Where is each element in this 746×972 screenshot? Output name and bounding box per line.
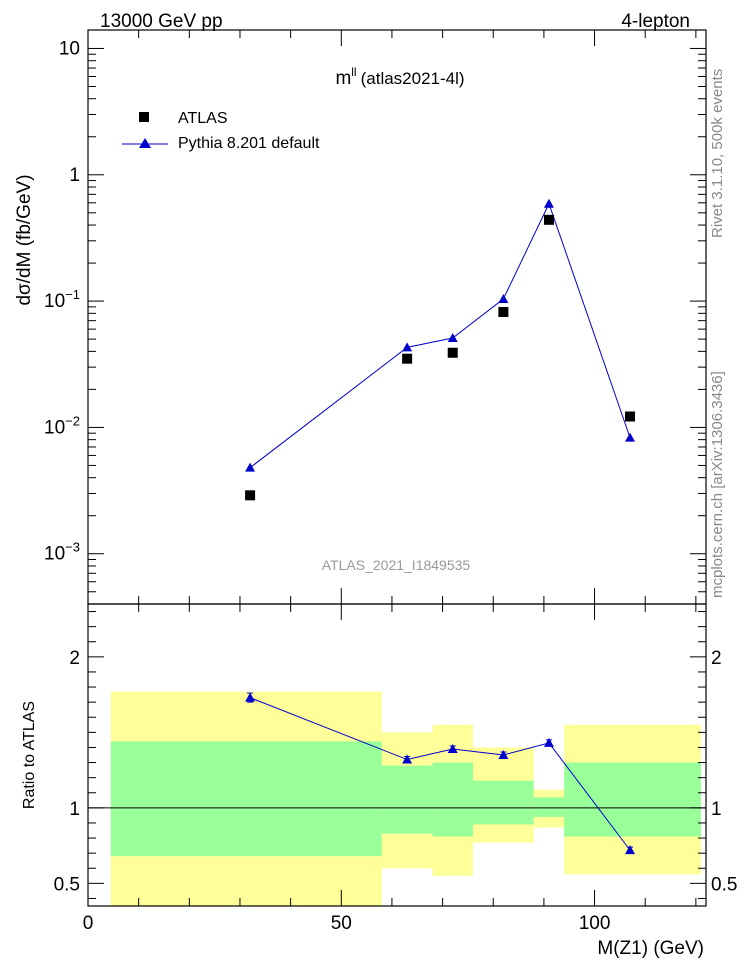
main-title-m: m (335, 68, 351, 89)
ratio-ytick-label-right: 1 (711, 799, 722, 820)
atlas-point (402, 353, 413, 364)
main-axis-ticks (87, 30, 706, 605)
header-left: 13000 GeV pp (100, 11, 223, 32)
ratio-band-inner (110, 741, 382, 857)
ratio-xtick-label: 0 (83, 913, 94, 934)
ratio-band-inner (432, 762, 473, 837)
legend: ATLAS Pythia 8.201 default (122, 110, 320, 152)
ratio-ytick-label: 2 (69, 648, 80, 669)
ratio-ytick-label: 0.5 (54, 874, 80, 895)
ratio-pythia-point (447, 743, 458, 753)
ratio-pythia-point (498, 750, 509, 759)
ratio-xtick-label: 50 (331, 913, 352, 934)
main-ytick-label: 10 (59, 38, 80, 59)
ratio-band-inner (381, 765, 433, 834)
ratio-xaxis-labels: 0 50 100 (83, 913, 611, 934)
ratio-band-inner (472, 780, 534, 825)
ratio-band-inner (533, 797, 565, 817)
atlas-point (447, 347, 458, 358)
main-title-sup: ll (351, 65, 356, 79)
ratio-xtick-label: 100 (579, 913, 611, 934)
ratio-bands (110, 691, 701, 906)
atlas-point (245, 490, 256, 501)
ratio-ytick-label-right: 2 (711, 648, 722, 669)
ratio-pythia-line (249, 697, 631, 851)
ratio-ytick-label: 1 (69, 799, 80, 820)
atlas-point (498, 306, 509, 317)
ratio-ylabel: Ratio to ATLAS (21, 701, 38, 809)
pythia-point (402, 342, 413, 352)
pythia-point (447, 333, 458, 343)
main-title: mll (atlas2021-4l) (335, 65, 464, 89)
main-ytick-label: 10−3 (44, 540, 80, 565)
legend-pythia-marker (139, 138, 151, 148)
pythia-point (625, 432, 636, 442)
main-panel: dσ/dM (fb/GeV) mll (atlas2021-4l) ATLAS_2… (14, 29, 707, 605)
ratio-ytick-label-right: 0.5 (711, 874, 737, 895)
ratio-axis-ticks (87, 604, 706, 906)
main-ytick-label: 10−2 (44, 413, 80, 438)
legend-pythia-label: Pythia 8.201 default (178, 135, 320, 152)
ratio-pythia-point (543, 737, 554, 747)
legend-atlas-marker (139, 112, 149, 122)
ratio-pythia-point (402, 754, 413, 764)
main-ytick-label: 10−1 (44, 287, 80, 312)
main-title-suffix: (atlas2021-4l) (361, 69, 465, 88)
mcplots-label: mcplots.cern.ch [arXiv:1306.3436] (709, 371, 726, 598)
pythia-point (245, 462, 256, 472)
ratio-series (245, 692, 636, 855)
atlas-point (625, 411, 636, 422)
ratio-yaxis-labels: 0.5 0.5 1 1 2 2 (54, 648, 738, 896)
atlas-point (543, 214, 554, 225)
pythia-point (498, 293, 509, 303)
main-series (245, 198, 636, 501)
legend-atlas-label: ATLAS (178, 110, 228, 127)
pythia-line (249, 202, 631, 469)
ratio-pythia-point (625, 845, 636, 855)
main-yaxis-labels: 10−3 10−2 10−1 1 10 (44, 38, 80, 564)
main-ylabel: dσ/dM (fb/GeV) (14, 174, 35, 305)
ratio-frame (87, 603, 707, 907)
main-ytick-label: 1 (69, 165, 80, 186)
ratio-xlabel: M(Z1) (GeV) (597, 938, 704, 959)
ratio-panel: 0.5 0.5 1 1 2 2 0 50 100 Ratio to ATLAS M(Z1) (… (21, 603, 738, 959)
pythia-point (543, 198, 554, 208)
watermark: ATLAS_2021_I1849535 (322, 557, 471, 573)
rivet-label: Rivet 3.1.10, 500k events (709, 69, 726, 238)
ratio-band-inner (564, 762, 701, 837)
ratio-pythia-point (245, 692, 256, 702)
header-right: 4-lepton (621, 11, 690, 32)
